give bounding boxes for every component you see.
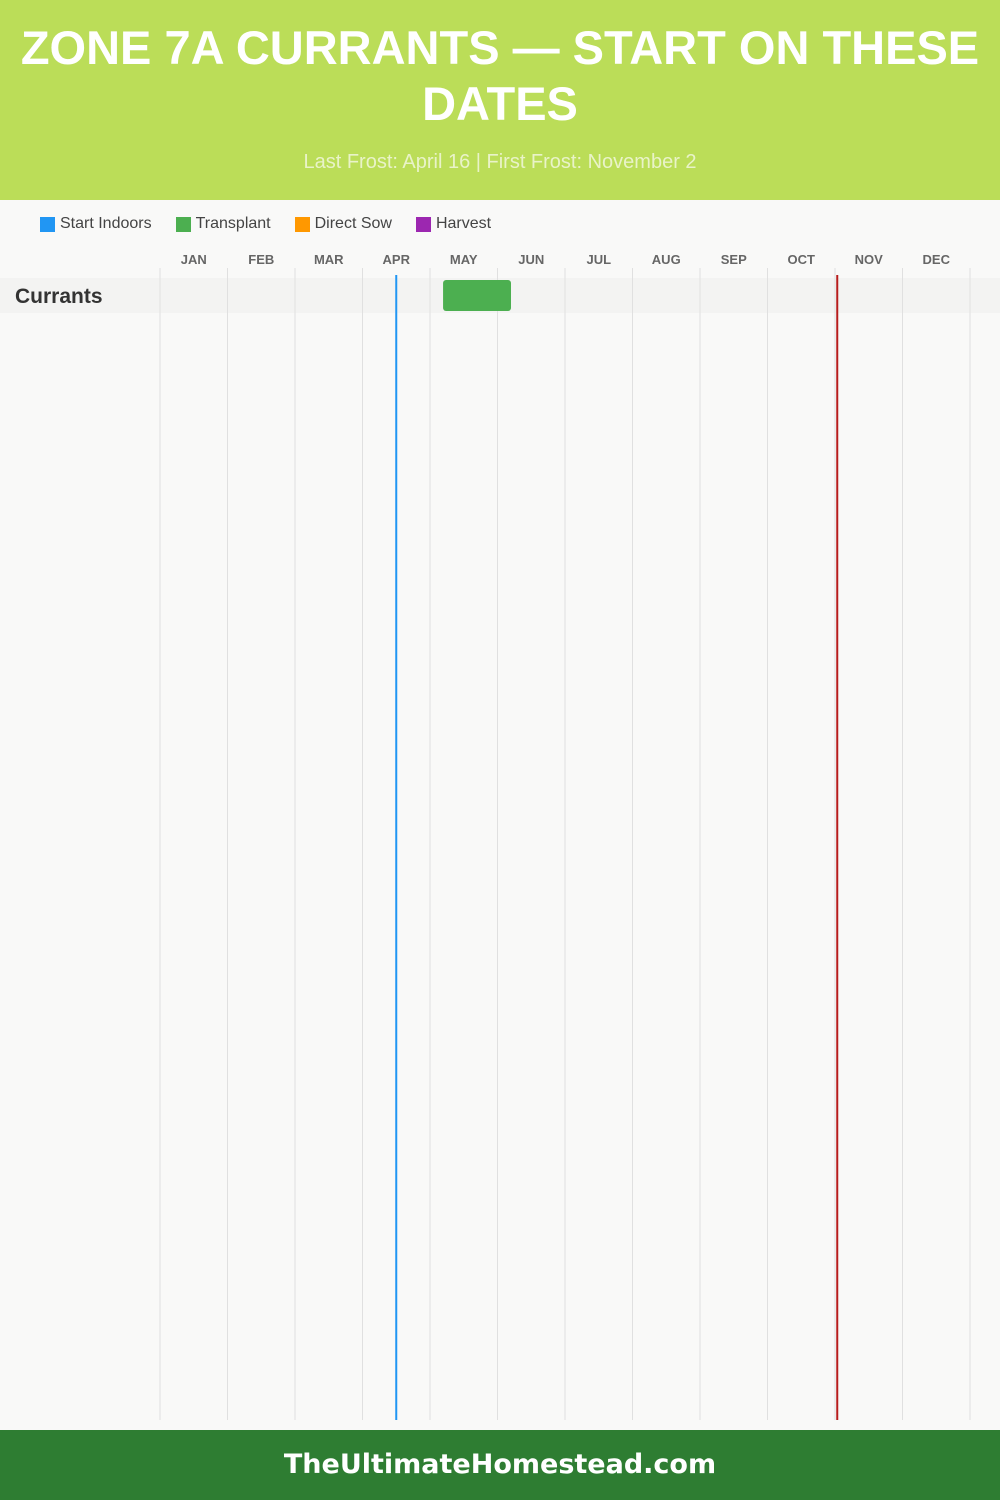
legend-item-start-indoors: Start Indoors [40,215,152,233]
bar-transplant [443,280,511,311]
planting-chart: JAN FEB MAR APR MAY JUN JUL AUG SEP OCT NOV DEC Curr… [15,252,971,1420]
month-label: JUN [518,252,544,267]
legend-item-harvest: Harvest [415,215,492,233]
month-label: APR [383,252,411,267]
month-label: OCT [788,252,816,267]
page-title: ZONE 7A CURRANTS — START ON THESE DATES [20,21,980,130]
legend-item-transplant: Transplant [175,215,271,233]
swatch [40,216,55,232]
month-label: MAY [450,252,478,267]
month-label: DEC [923,252,951,267]
swatch [294,216,310,232]
legend-label: Harvest [435,215,492,232]
month-label: MAR [314,252,344,267]
frost-dates-subtitle: Last Frost: April 16 | First Frost: Nove… [303,151,697,173]
month-label: JAN [181,252,207,267]
header: ZONE 7A CURRANTS — START ON THESE DATES … [0,0,1000,200]
month-label: SEP [721,252,747,267]
month-label: NOV [855,252,884,267]
legend-label: Start Indoors [60,215,152,232]
month-label: FEB [248,252,274,267]
month-label: AUG [652,252,681,267]
month-label: JUL [586,252,611,267]
legend-label: Transplant [195,215,271,232]
legend: Start Indoors Transplant Direct Sow Harv… [40,215,491,233]
legend-label: Direct Sow [314,215,392,232]
swatch [415,216,431,232]
swatch [175,216,191,232]
footer: TheUltimateHomestead.com [0,1430,1000,1500]
row-label: Currants [15,285,103,308]
legend-item-direct-sow: Direct Sow [294,215,392,233]
